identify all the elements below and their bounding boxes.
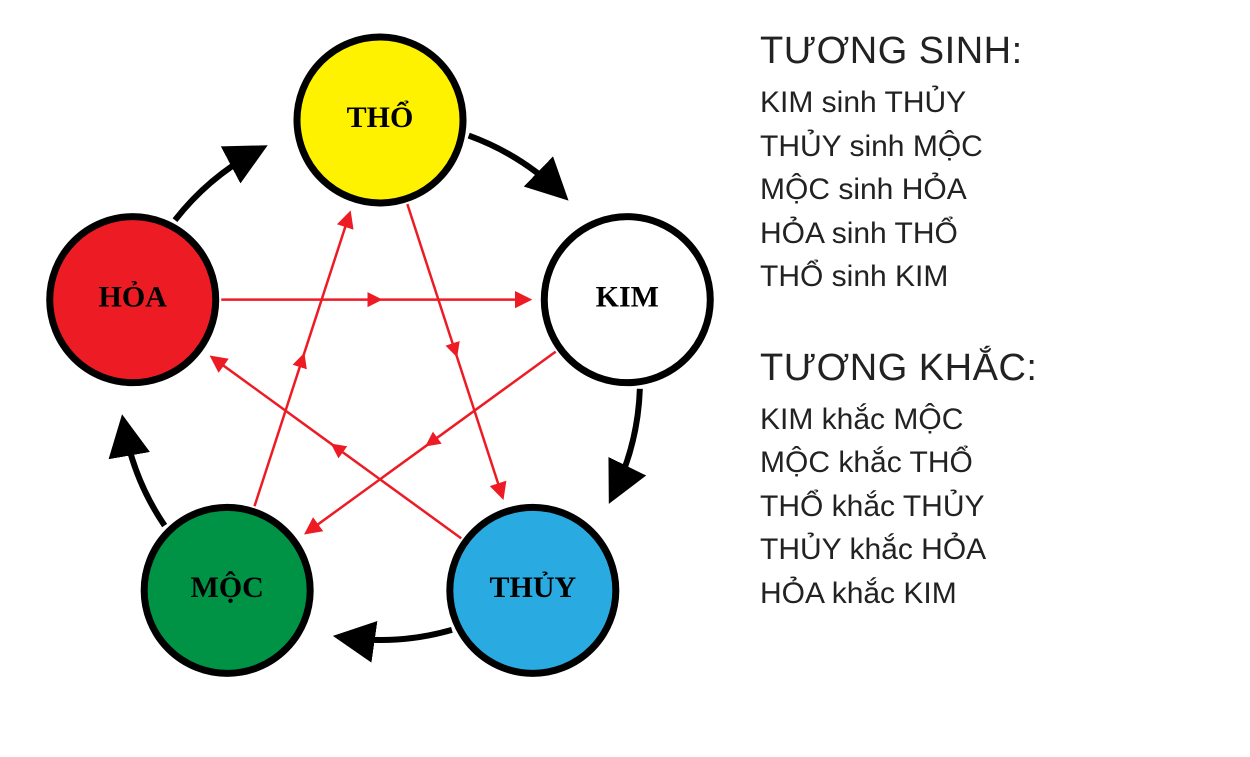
page-root: THỔ KIM THỦY MỘC HỎA TƯƠNG SINH: KIM sinh TH…: [0, 0, 1250, 757]
sinh-line: KIM sinh THỦY: [760, 81, 1220, 125]
section-title-sinh: TƯƠNG SINH:: [760, 30, 1220, 73]
element-node-tho: THỔ: [297, 37, 463, 203]
element-node-label: THỔ: [347, 100, 414, 134]
sinh-line: HỎA sinh THỔ: [760, 212, 1220, 256]
khac-line: THỦY khắc HỎA: [760, 528, 1220, 572]
outer-cycle-arc: [124, 425, 165, 526]
outer-cycle-arc: [469, 136, 561, 194]
khac-line: KIM khắc MỘC: [760, 398, 1220, 442]
element-node-kim: KIM: [544, 217, 710, 383]
outer-cycle-arc: [343, 630, 452, 640]
sinh-line: MỘC sinh HỎA: [760, 168, 1220, 212]
inner-star-edge: [407, 204, 502, 496]
sinh-line: THỔ sinh KIM: [760, 255, 1220, 299]
sinh-line: THỦY sinh MỘC: [760, 125, 1220, 169]
outer-cycle-arc: [175, 150, 258, 220]
section-list-khac: KIM khắc MỘC MỘC khắc THỔ THỔ khắc THỦY …: [760, 398, 1220, 616]
element-node-label: KIM: [596, 281, 659, 314]
outer-cycle-arc: [613, 389, 639, 495]
khac-line: HỎA khắc KIM: [760, 572, 1220, 616]
inner-star-edge: [255, 214, 350, 506]
text-column: TƯƠNG SINH: KIM sinh THỦY THỦY sinh MỘC …: [760, 30, 1220, 663]
section-list-sinh: KIM sinh THỦY THỦY sinh MỘC MỘC sinh HỎA…: [760, 81, 1220, 299]
khac-line: THỔ khắc THỦY: [760, 485, 1220, 529]
element-node-hoa: HỎA: [50, 217, 216, 383]
diagram-svg: THỔ KIM THỦY MỘC HỎA: [30, 20, 730, 740]
element-node-moc: MỘC: [144, 507, 310, 673]
five-elements-diagram: THỔ KIM THỦY MỘC HỎA: [30, 20, 730, 740]
element-node-label: THỦY: [489, 571, 576, 604]
element-node-label: HỎA: [99, 281, 168, 314]
element-node-label: MỘC: [191, 571, 264, 604]
khac-line: MỘC khắc THỔ: [760, 441, 1220, 485]
section-title-khac: TƯƠNG KHẮC:: [760, 347, 1220, 390]
element-node-thuy: THỦY: [450, 507, 616, 673]
